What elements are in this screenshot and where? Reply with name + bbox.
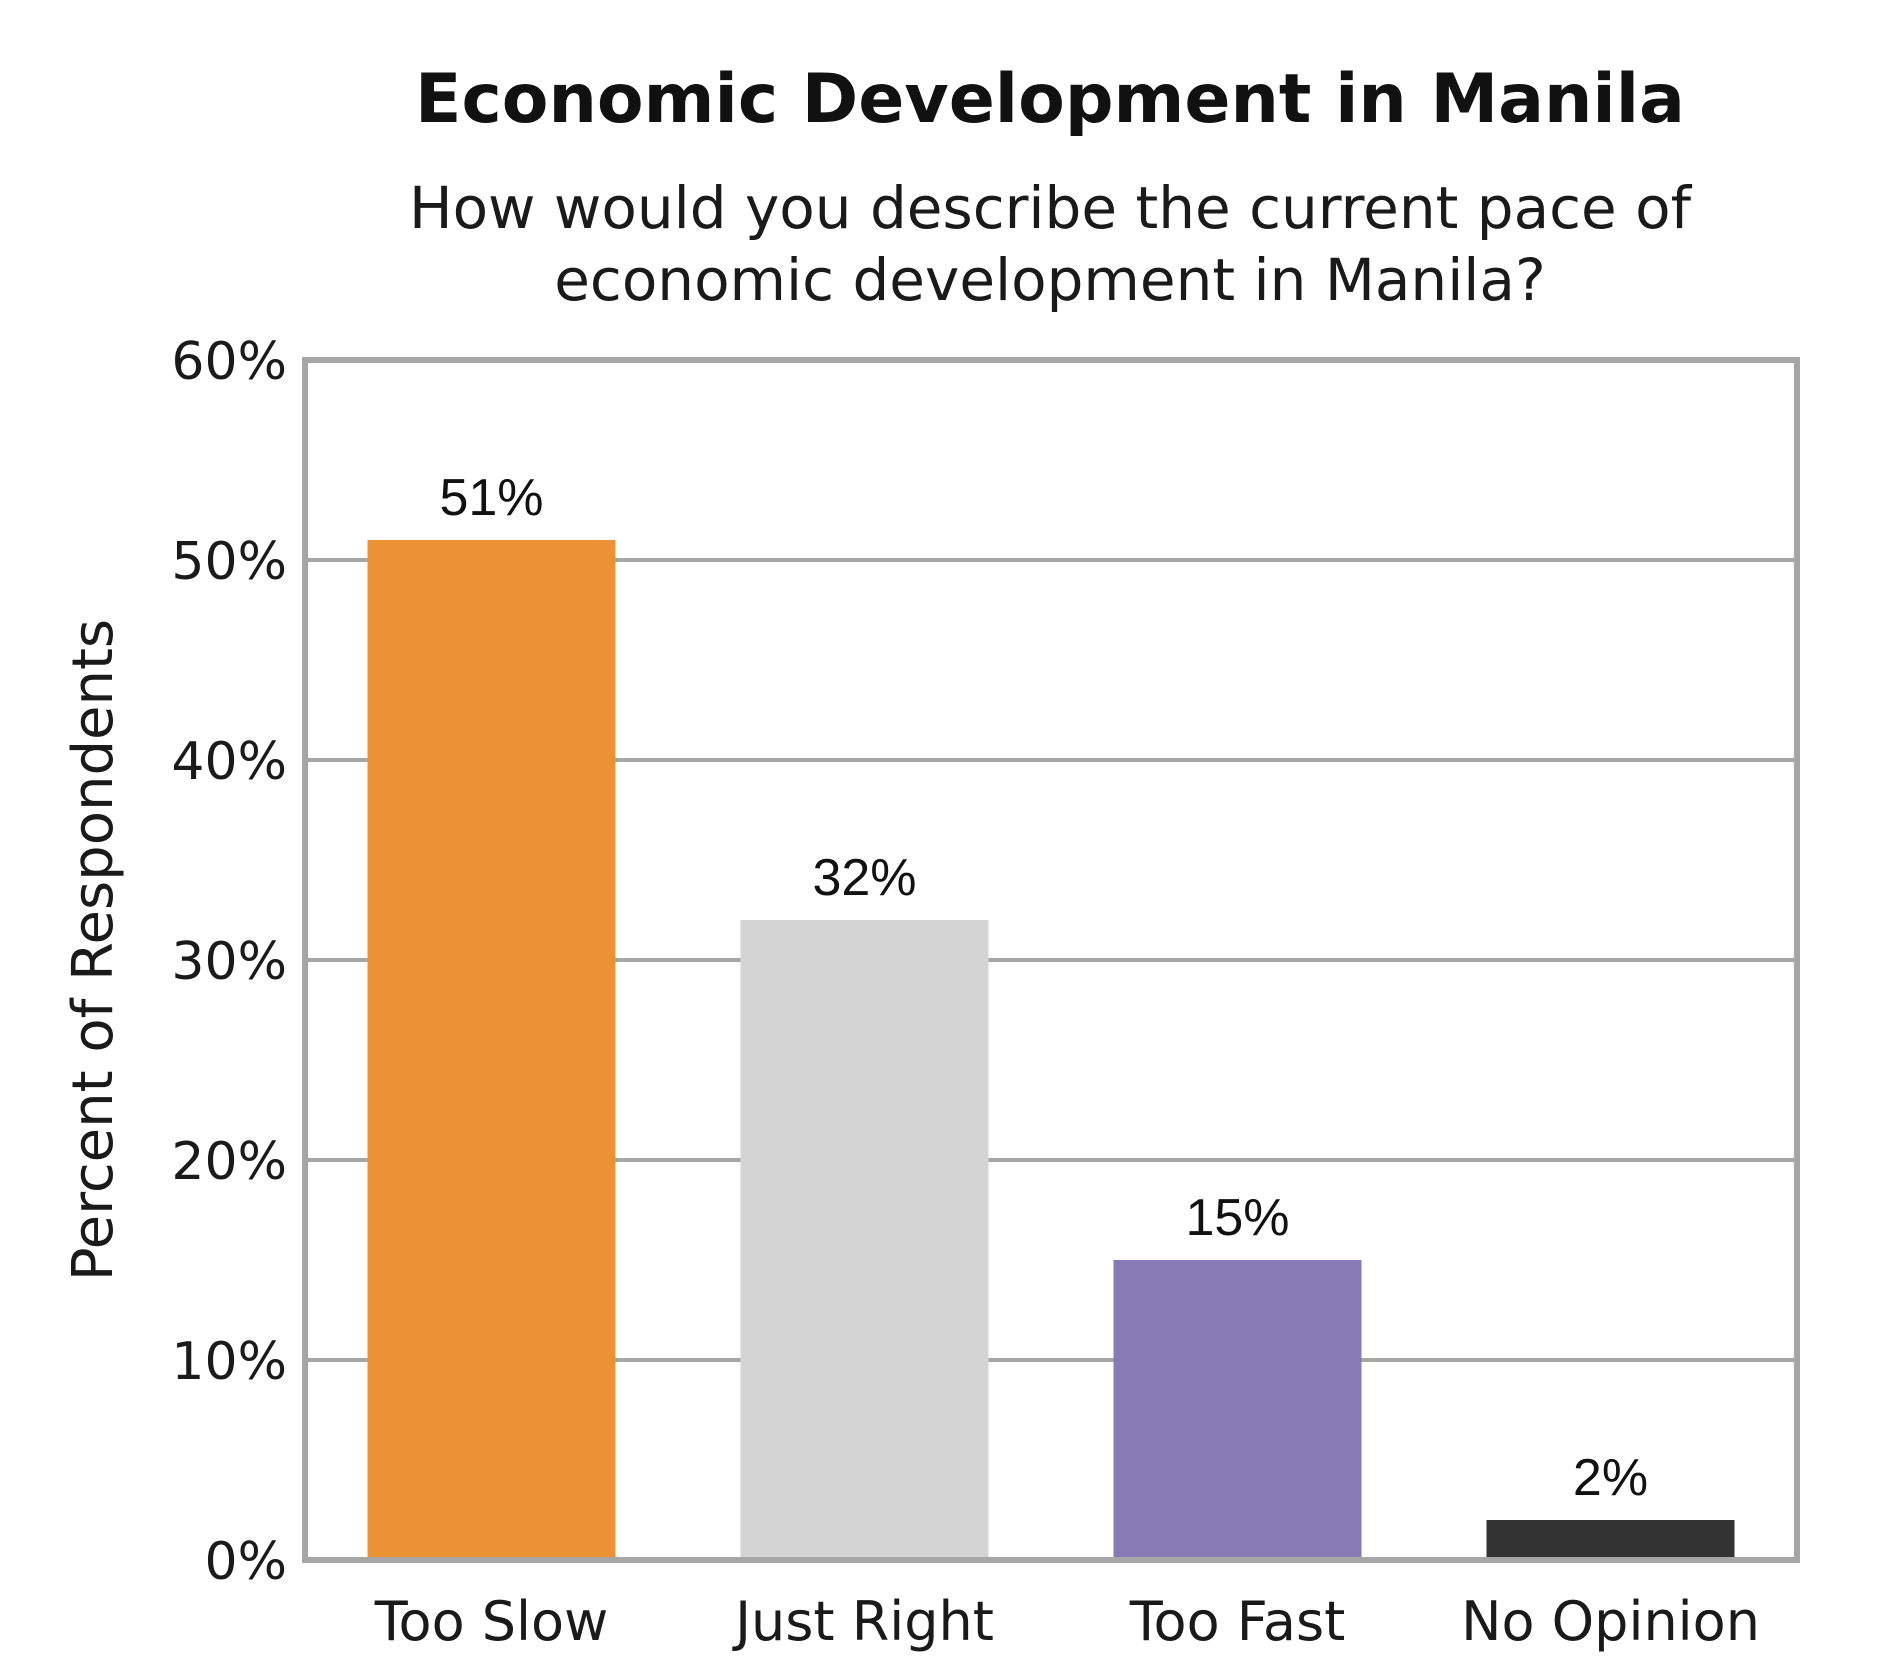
x-tick-label: Too Slow <box>374 1590 609 1653</box>
y-axis-label: Percent of Respondents <box>61 619 126 1281</box>
plot-border <box>302 357 1800 1563</box>
x-tick-label: No Opinion <box>1461 1590 1760 1653</box>
x-axis-ticks: Too Slow Just Right Too Fast No Opinion <box>374 1590 1760 1653</box>
bar-just-right <box>740 920 989 1560</box>
value-label: 15% <box>1185 1189 1289 1247</box>
y-axis-ticks: 0% 10% 20% 30% 40% 50% 60% <box>171 332 287 1592</box>
bars <box>367 540 1735 1560</box>
bar-too-fast <box>1113 1260 1362 1560</box>
x-tick-label: Too Fast <box>1129 1590 1346 1653</box>
chart-title: Economic Development in Manila <box>415 60 1685 139</box>
bar-too-slow <box>367 540 616 1560</box>
y-tick-label: 10% <box>171 1332 287 1392</box>
value-label: 2% <box>1573 1449 1648 1507</box>
x-tick-label: Just Right <box>732 1590 994 1653</box>
y-tick-label: 40% <box>171 732 287 792</box>
y-tick-label: 60% <box>171 332 287 392</box>
y-tick-label: 50% <box>171 532 287 592</box>
y-tick-label: 30% <box>171 932 287 992</box>
value-labels: 51% 32% 15% 2% <box>439 469 1648 1507</box>
value-label: 32% <box>812 849 916 907</box>
bar-no-opinion <box>1486 1520 1735 1560</box>
y-tick-label: 20% <box>171 1132 287 1192</box>
value-label: 51% <box>439 469 543 527</box>
y-tick-label: 0% <box>205 1532 288 1592</box>
chart-subtitle-line-2: economic development in Manila? <box>554 246 1546 314</box>
chart-subtitle-line-1: How would you describe the current pace … <box>409 174 1693 242</box>
plot-frame <box>302 357 1800 1563</box>
